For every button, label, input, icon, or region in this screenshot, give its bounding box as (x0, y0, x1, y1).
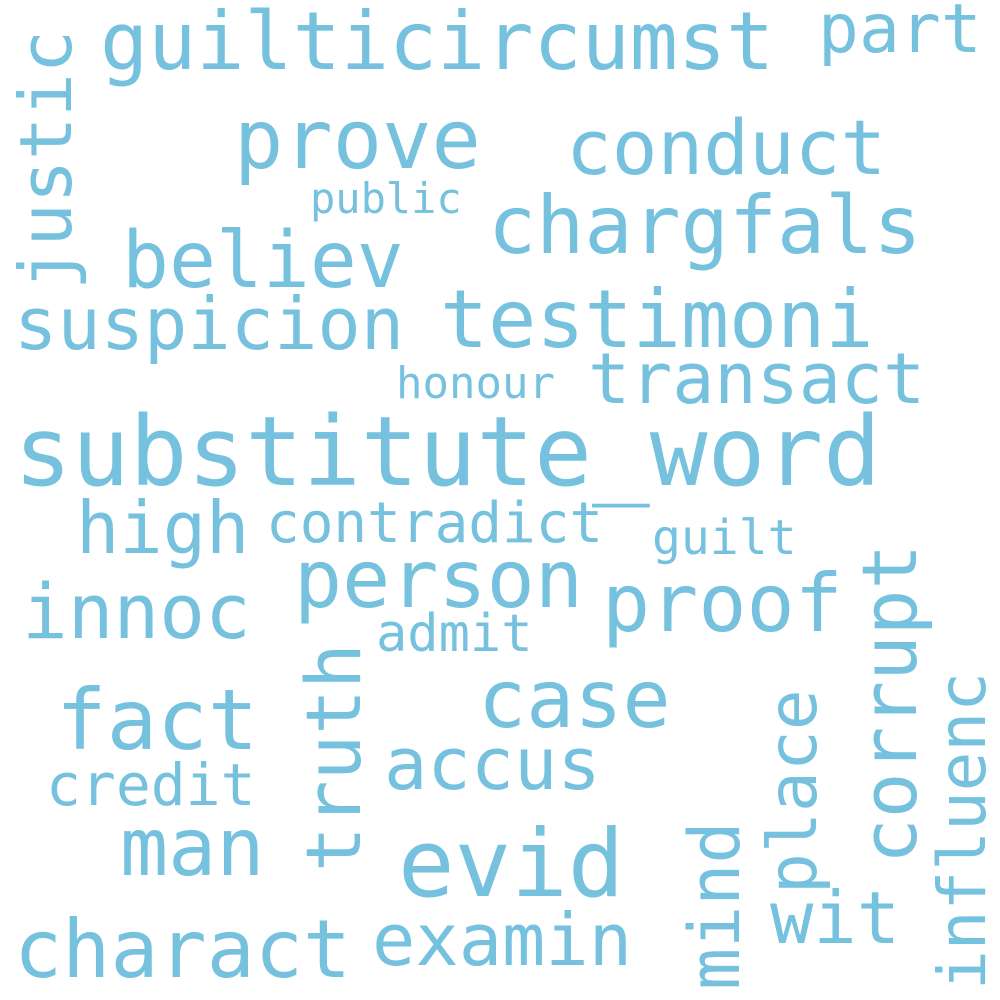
word-man: man (120, 801, 265, 894)
word-case: case (478, 653, 671, 746)
word-innoc: innoc (22, 567, 251, 656)
word-transact: transact (588, 338, 926, 420)
word-place: place (754, 689, 833, 894)
word-prove: prove (234, 93, 481, 188)
word-credit: credit (46, 751, 256, 819)
word-suspicion: suspicion (14, 282, 405, 366)
word-charact: charact (14, 903, 352, 996)
word-evid: evid (398, 810, 625, 919)
word-truth: truth (289, 643, 378, 872)
word-conduct: conduct (566, 103, 887, 192)
word-fact: fact (56, 671, 259, 769)
word-believ: believ (122, 216, 404, 306)
word-mind: mind (674, 821, 756, 990)
word-substitute-word: substitute_word (14, 396, 881, 508)
word-public: public (310, 174, 462, 223)
word-part: part (818, 0, 982, 69)
word-high: high (76, 486, 250, 570)
word-chargfals: chargfals (488, 179, 922, 272)
word-guilticircumst: guilticircumst (100, 0, 775, 88)
word-justic: justic (4, 29, 88, 290)
word-accus: accus (384, 722, 601, 806)
word-admit: admit (376, 604, 533, 664)
word-wit: wit (770, 876, 901, 960)
word-influenc: influenc (924, 672, 1000, 990)
word-contradict: contradict (266, 491, 604, 556)
word-honour: honour (396, 358, 555, 409)
word-testimoni: testimoni (440, 273, 874, 366)
word-guilt: guilt (652, 510, 797, 566)
word-person: person (294, 533, 583, 626)
word-proof: proof (602, 557, 843, 650)
word-examin: examin (372, 898, 633, 982)
word-corrupt: corrupt (845, 543, 934, 864)
